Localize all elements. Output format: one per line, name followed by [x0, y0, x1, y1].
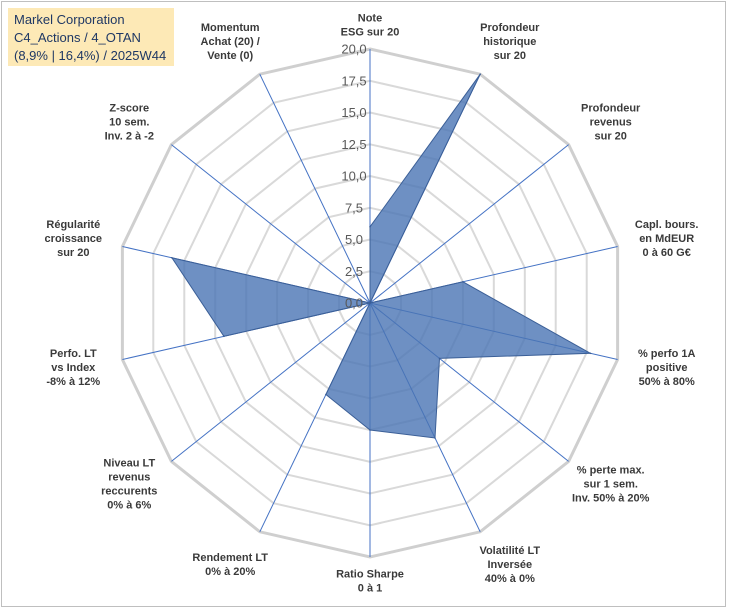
axis-label-group: Niveau LT revenus reccurents 0% à 6% — [101, 457, 157, 511]
data-point — [171, 257, 173, 259]
axis-label-group: Rendement LT 0% à 20% — [192, 552, 268, 578]
axis-spoke — [171, 144, 371, 304]
axis-label-group: Momentum Achat (20) / Vente (0) — [201, 22, 260, 62]
axis-label: % perte max. — [577, 464, 645, 476]
axis-spoke — [259, 73, 371, 304]
axis-label: 50% à 80% — [639, 376, 695, 388]
radar-tick-labels: 0,0 2,5 5,0 7,5 10,0 12,5 15,0 17,5 20,0 — [341, 42, 366, 311]
portfolio-category: C4_Actions / 4_OTAN — [14, 30, 141, 45]
axis-label: 40% à 0% — [485, 573, 535, 585]
axis-label-group: % perfo 1A positive 50% à 80% — [638, 348, 696, 388]
axis-label-group: Volatilité LT Inversée 40% à 0% — [479, 545, 540, 585]
axis-label: Rendement LT — [192, 552, 268, 564]
axis-label: ESG sur 20 — [341, 27, 400, 39]
axis-label: historique — [483, 36, 536, 48]
axis-label: 0 à 60 G€ — [643, 247, 691, 259]
axis-label-group: % perte max. sur 1 sem. Inv. 50% à 20% — [572, 464, 650, 504]
data-point — [369, 302, 371, 304]
axis-label: Achat (20) / — [201, 36, 260, 48]
axis-label: sur 20 — [57, 247, 89, 259]
data-point — [434, 437, 436, 439]
axis-label: reccurents — [101, 485, 157, 497]
axis-label: Note — [358, 13, 382, 25]
data-point — [325, 393, 327, 396]
data-point — [223, 335, 225, 338]
data-point — [589, 352, 592, 355]
axis-label: Perfo. LT — [50, 348, 97, 360]
axis-label: Vente (0) — [207, 50, 253, 62]
data-point — [462, 281, 464, 283]
tick-label: 10,0 — [341, 169, 366, 184]
tick-label: 2,5 — [345, 264, 363, 279]
axis-label: revenus — [590, 117, 632, 129]
axis-label: % perfo 1A — [638, 348, 696, 360]
axis-label: Momentum — [201, 22, 260, 34]
tick-label: 15,0 — [341, 105, 366, 120]
company-name: Markel Corporation — [14, 12, 125, 27]
axis-label: -8% à 12% — [46, 376, 100, 388]
axis-label: sur 1 sem. — [583, 478, 637, 490]
data-point — [479, 73, 482, 75]
axis-label: positive — [646, 362, 688, 374]
chart-title-box: Markel Corporation C4_Actions / 4_OTAN (… — [8, 8, 174, 66]
axis-label: 10 sem. — [109, 117, 149, 129]
axis-label: Ratio Sharpe — [336, 569, 404, 581]
tick-label: 20,0 — [341, 42, 366, 57]
radar-axis-labels: Note ESG sur 20 Profondeur historique sur 20… — [45, 13, 699, 595]
axis-label-group: Régularité croissance sur 20 — [45, 219, 102, 259]
axis-label-group: Capl. bours. en MdEUR 0 à 60 G€ — [635, 219, 699, 259]
axis-label: 0 à 1 — [358, 583, 382, 595]
tick-label: 0,0 — [345, 296, 363, 311]
axis-label: vs Index — [51, 362, 96, 374]
axis-label: 0% à 20% — [205, 566, 255, 578]
axis-label-group: Ratio Sharpe 0 à 1 — [336, 569, 404, 595]
axis-label: revenus — [108, 471, 150, 483]
axis-spoke — [369, 144, 569, 304]
data-point — [369, 429, 371, 431]
tick-label: 5,0 — [345, 232, 363, 247]
data-point — [438, 357, 441, 360]
axis-label: sur 20 — [494, 50, 526, 62]
axis-label: Z-score — [109, 103, 149, 115]
axis-label-group: Note ESG sur 20 — [341, 13, 400, 39]
axis-label: Capl. bours. — [635, 219, 699, 231]
performance-period: (8,9% | 16,4%) / 2025W44 — [14, 48, 167, 63]
axis-label-group: Profondeur revenus sur 20 — [581, 103, 641, 143]
axis-label-group: Z-score 10 sem. Inv. 2 à -2 — [105, 103, 154, 143]
axis-label: Inv. 2 à -2 — [105, 131, 154, 143]
tick-label: 17,5 — [341, 73, 366, 88]
data-point — [369, 226, 371, 228]
axis-label: Inv. 50% à 20% — [572, 492, 650, 504]
tick-label: 7,5 — [345, 200, 363, 215]
axis-spoke — [171, 302, 371, 462]
radar-series — [170, 73, 593, 439]
axis-label-group: Profondeur historique sur 20 — [480, 22, 540, 62]
axis-label: Régularité — [46, 219, 100, 231]
axis-label: Inversée — [487, 559, 532, 571]
axis-label: Volatilité LT — [479, 545, 540, 557]
axis-label: Profondeur — [480, 22, 540, 34]
series-area — [170, 73, 593, 439]
axis-label: Niveau LT — [103, 457, 155, 469]
axis-label: croissance — [45, 233, 102, 245]
axis-label: en MdEUR — [639, 233, 694, 245]
tick-label: 12,5 — [341, 137, 366, 152]
axis-label: 0% à 6% — [107, 499, 151, 511]
axis-label-group: Perfo. LT vs Index -8% à 12% — [46, 348, 100, 388]
axis-label: sur 20 — [594, 131, 626, 143]
axis-label: Profondeur — [581, 103, 641, 115]
